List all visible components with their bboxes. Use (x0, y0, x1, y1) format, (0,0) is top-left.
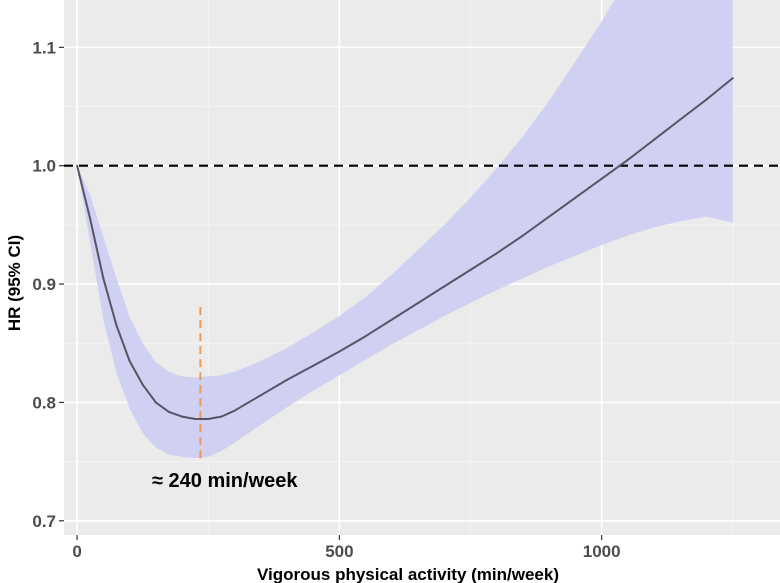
hr-data-point (338, 350, 341, 353)
y-tick-label: 0.9 (32, 275, 56, 294)
hr-data-point (390, 318, 393, 321)
y-tick-label: 0.8 (32, 393, 56, 412)
x-axis-title: Vigorous physical activity (min/week) (257, 565, 559, 583)
hr-data-point (705, 98, 708, 101)
hr-data-point (141, 383, 144, 386)
annotation-label: ≈ 240 min/week (152, 470, 298, 492)
hr-data-point (154, 401, 157, 404)
hr-data-point (312, 364, 315, 367)
x-tick-label: 1000 (583, 542, 621, 561)
y-tick-label: 1.0 (32, 157, 56, 176)
hr-data-point (89, 217, 92, 220)
hr-data-point (548, 215, 551, 218)
hr-data-point (259, 394, 262, 397)
x-tick-label: 0 (72, 542, 81, 561)
hr-data-point (128, 360, 131, 363)
hr-data-point (194, 418, 197, 421)
hr-data-point (207, 418, 210, 421)
hr-data-point (679, 118, 682, 121)
hr-data-point (626, 158, 629, 161)
hr-data-point (181, 415, 184, 418)
plot-area (64, 0, 780, 459)
hr-data-point (364, 335, 367, 338)
x-tick-label: 500 (325, 542, 353, 561)
hr-data-point (600, 177, 603, 180)
hr-data-point (220, 415, 223, 418)
hr-data-point (76, 164, 79, 167)
hr-data-point (233, 409, 236, 412)
hr-data-point (115, 324, 118, 327)
x-axis: 0 500 1000 (72, 535, 621, 561)
y-tick-label: 0.7 (32, 512, 56, 531)
hr-data-point (167, 410, 170, 413)
hr-data-point (653, 138, 656, 141)
hr-data-point (521, 234, 524, 237)
hr-data-point (417, 302, 420, 305)
hr-data-point (102, 277, 105, 280)
y-axis-title: HR (95% CI) (5, 235, 24, 331)
hr-data-point (469, 268, 472, 271)
y-tick-label: 1.1 (32, 38, 56, 57)
hr-series-line (76, 77, 734, 420)
hr-data-point (731, 77, 734, 80)
ci-band (77, 0, 733, 459)
hr-data-point (495, 252, 498, 255)
hr-data-point (443, 285, 446, 288)
y-axis: 0.7 0.8 0.9 1.0 1.1 (32, 38, 64, 531)
hr-data-point (285, 378, 288, 381)
hr-data-point (574, 196, 577, 199)
